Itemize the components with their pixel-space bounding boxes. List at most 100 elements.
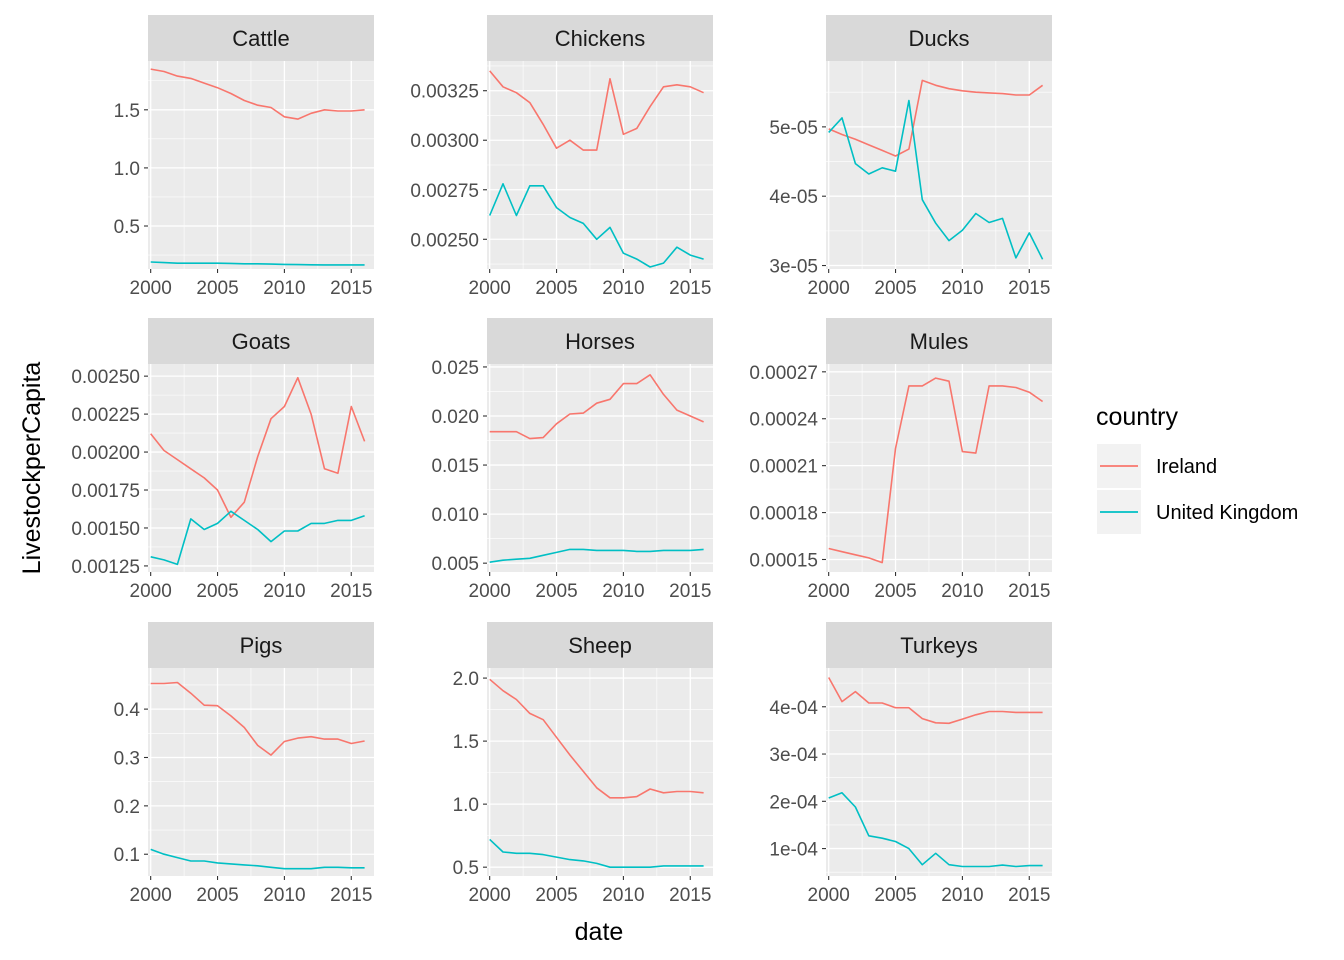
- x-tick-label: 2010: [263, 278, 305, 299]
- legend: country Ireland United Kingdom: [1096, 403, 1298, 534]
- panel-bg-sheep: [487, 668, 713, 876]
- strip-ducks: [826, 15, 1052, 61]
- facet-turkeys: Turkeys 2000 2005 2010 2015 1e-04 2e-04 3e-04 4e…: [769, 622, 1052, 906]
- y-tick-label: 0.4: [114, 700, 141, 721]
- y-tick-label: 2.0: [453, 669, 479, 690]
- legend-title: country: [1096, 403, 1178, 431]
- x-tick-label: 2005: [874, 581, 916, 602]
- x-tick-label: 2015: [330, 885, 372, 906]
- facet-cattle: Cattle 2000 2005 2010 2015 0.5 1.0 1.5: [114, 15, 374, 299]
- y-tick-label: 3e-04: [769, 745, 818, 766]
- panel-bg-cattle: [148, 61, 374, 269]
- series-line-ireland: [828, 79, 1044, 157]
- y-tick-label: 0.00225: [71, 405, 140, 426]
- x-tick-label: 2005: [535, 278, 577, 299]
- x-tick-label: 2005: [196, 581, 238, 602]
- y-tick-label: 0.00175: [71, 481, 140, 502]
- x-tick-label: 2000: [130, 278, 172, 299]
- x-axis-title: date: [575, 918, 624, 946]
- y-axis-title: LivestockperCapita: [18, 362, 46, 575]
- series-line-united-kingdom: [150, 510, 365, 566]
- x-tick-label: 2010: [602, 885, 644, 906]
- x-tick-label: 2015: [1008, 278, 1050, 299]
- series-line-ireland: [150, 376, 366, 519]
- series-line-united-kingdom: [150, 848, 365, 870]
- x-tick-label: 2015: [669, 885, 711, 906]
- x-tick-label: 2015: [669, 581, 711, 602]
- strip-chickens: [487, 15, 713, 61]
- y-tick-label: 0.00018: [749, 504, 818, 525]
- y-tick-label: 0.00250: [410, 230, 479, 251]
- x-tick-label: 2005: [535, 581, 577, 602]
- y-tick-label: 0.015: [431, 456, 479, 477]
- y-tick-label: 0.5: [453, 858, 479, 879]
- x-tick-label: 2000: [469, 278, 511, 299]
- panel-bg-pigs: [148, 668, 374, 876]
- y-tick-label: 0.00250: [71, 367, 140, 388]
- x-tick-label: 2015: [330, 581, 372, 602]
- legend-label-ireland: Ireland: [1156, 456, 1217, 478]
- strip-label-pigs: Pigs: [240, 633, 283, 658]
- x-tick-label: 2010: [263, 885, 305, 906]
- x-tick-label: 2005: [196, 278, 238, 299]
- strip-label-chickens: Chickens: [555, 26, 645, 51]
- facet-sheep: Sheep 2000 2005 2010 2015 0.5 1.0 1.5 2.0: [453, 622, 713, 906]
- x-tick-label: 2010: [602, 581, 644, 602]
- x-tick-label: 2015: [1008, 581, 1050, 602]
- facet-mules: Mules 2000 2005 2010 2015 0.00015 0.00018 0.000…: [749, 318, 1052, 602]
- x-tick-label: 2010: [941, 278, 983, 299]
- panel-bg-mules: [826, 364, 1052, 572]
- series-line-united-kingdom: [488, 183, 704, 268]
- y-tick-label: 0.00021: [749, 457, 818, 478]
- x-tick-label: 2000: [808, 581, 850, 602]
- y-tick-label: 0.025: [431, 358, 479, 379]
- x-tick-label: 2015: [669, 278, 711, 299]
- y-tick-label: 0.020: [431, 407, 479, 428]
- y-tick-label: 4e-05: [769, 187, 818, 208]
- legend-item-united-kingdom: United Kingdom: [1097, 490, 1298, 534]
- y-tick-label: 0.00300: [410, 131, 479, 152]
- series-line-ireland: [489, 678, 704, 799]
- y-tick-label: 0.00150: [71, 519, 140, 540]
- strip-pigs: [148, 622, 374, 668]
- y-tick-label: 5e-05: [769, 118, 818, 139]
- strip-mules: [826, 318, 1052, 364]
- y-tick-label: 3e-05: [769, 257, 818, 278]
- y-tick-label: 2e-04: [769, 792, 818, 813]
- series-line-ireland: [827, 677, 1043, 725]
- series-line-united-kingdom: [489, 838, 704, 869]
- facet-chickens: Chickens 2000 2005 2010 2015 0.00250 0.00275 0.…: [410, 15, 713, 299]
- x-tick-label: 2000: [130, 885, 172, 906]
- x-tick-label: 2015: [1008, 885, 1050, 906]
- x-tick-label: 2005: [535, 885, 577, 906]
- series-line-united-kingdom: [489, 548, 704, 563]
- facet-goats: Goats 2000 2005 2010 2015 0.00125 0.00150 0.001…: [71, 318, 374, 602]
- y-tick-label: 0.1: [114, 845, 140, 866]
- strip-label-mules: Mules: [910, 329, 969, 354]
- strip-sheep: [487, 622, 713, 668]
- facet-horses: Horses 2000 2005 2010 2015 0.005 0.010 0.015 0.0…: [431, 318, 713, 602]
- facet-panels: Cattle 2000 2005 2010 2015 0.5 1.0 1.5 Chickens 2…: [71, 15, 1052, 906]
- facet-ducks: Ducks 2000 2005 2010 2015 3e-05 4e-05 5e-05: [769, 15, 1052, 299]
- x-tick-label: 2010: [263, 581, 305, 602]
- y-tick-label: 1.0: [114, 159, 140, 180]
- y-tick-label: 0.00125: [71, 557, 140, 578]
- y-tick-label: 0.00027: [749, 363, 818, 384]
- legend-item-ireland: Ireland: [1097, 444, 1217, 488]
- x-tick-label: 2000: [469, 581, 511, 602]
- strip-label-turkeys: Turkeys: [900, 633, 977, 658]
- series-line-ireland: [489, 70, 704, 151]
- y-tick-label: 0.3: [114, 748, 140, 769]
- y-tick-label: 4e-04: [769, 698, 818, 719]
- x-tick-label: 2000: [808, 278, 850, 299]
- y-tick-label: 0.010: [431, 505, 479, 526]
- x-tick-label: 2010: [941, 581, 983, 602]
- x-tick-label: 2010: [941, 885, 983, 906]
- legend-label-united-kingdom: United Kingdom: [1156, 502, 1298, 524]
- y-tick-label: 0.00015: [749, 550, 818, 571]
- series-line-ireland: [150, 68, 365, 120]
- x-tick-label: 2005: [874, 278, 916, 299]
- strip-label-cattle: Cattle: [232, 26, 289, 51]
- series-line-ireland: [489, 373, 704, 440]
